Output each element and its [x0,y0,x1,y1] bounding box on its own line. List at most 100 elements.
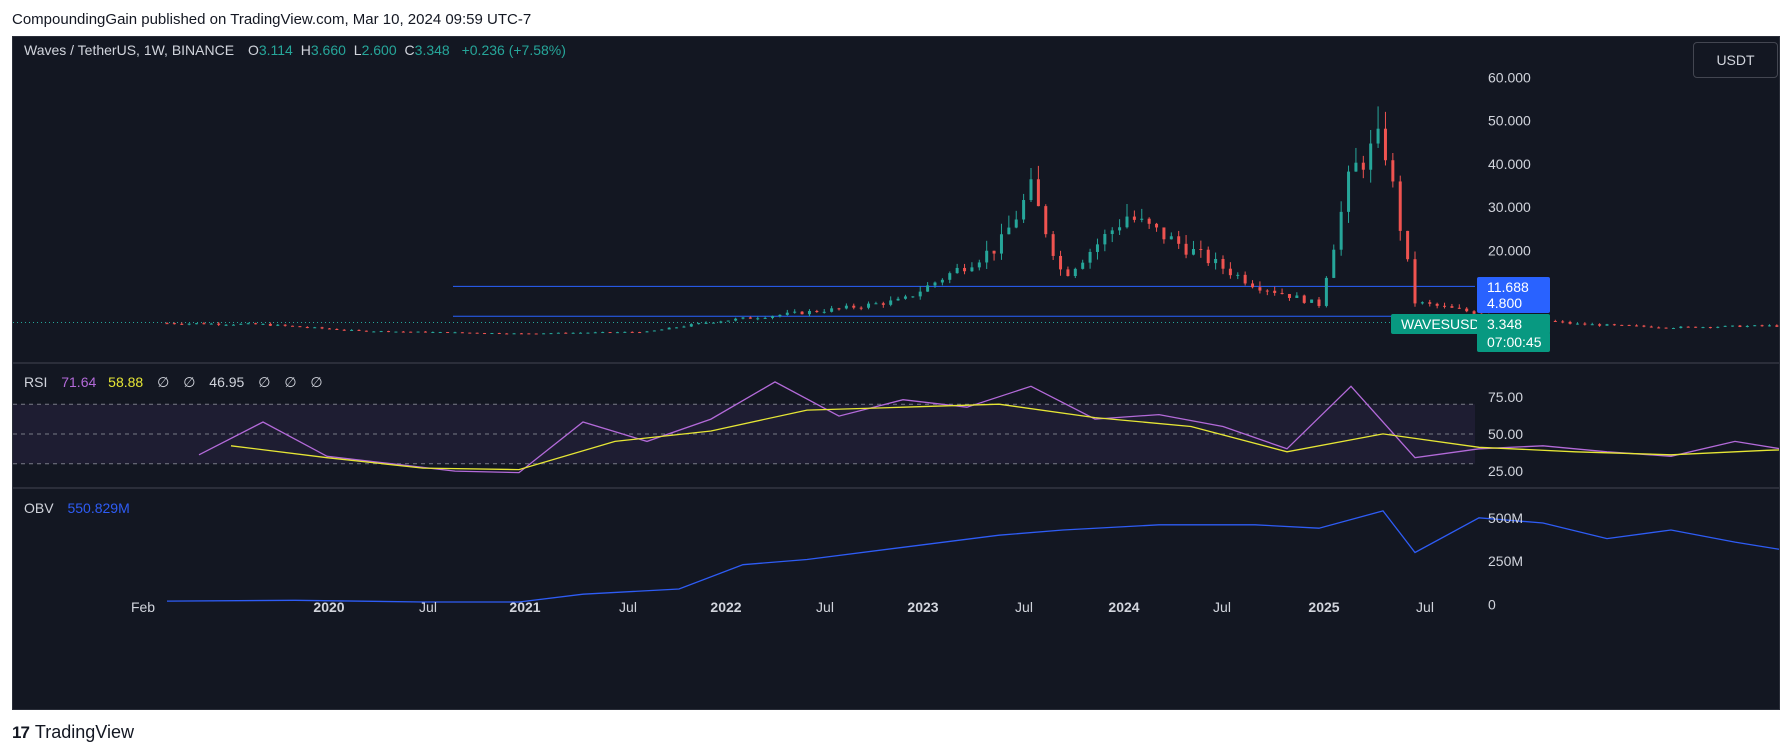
candle-body [881,303,885,305]
candle-body [1095,244,1099,252]
candle-body [615,332,619,334]
time-tick-label: Jul [619,599,637,615]
change-value: +0.236 (+7.58%) [461,42,566,58]
candle-body [1295,295,1299,298]
candle-body [372,331,376,333]
candle-body [490,333,494,335]
candle-body [254,323,258,325]
candle-body [830,308,834,312]
candle-body [1132,216,1136,220]
level-tag-upper: 11.688 [1477,277,1550,297]
candle-body [342,329,346,331]
obv-line [166,510,1779,603]
rsi-pane [13,381,1779,474]
candle-body [1568,321,1572,324]
candle-body [1383,128,1387,161]
candle-body [1701,327,1705,329]
candle-body [1738,325,1742,327]
candle-body [217,323,221,325]
candle-body [815,310,819,313]
obv-pane [166,510,1779,603]
candle-body [1324,277,1328,306]
candle-body [1273,290,1277,293]
candle-body [1561,321,1565,323]
candle-body [1686,326,1690,328]
obv-tick-label: 250M [1488,553,1523,569]
candle-body [1612,324,1616,326]
candle-body [549,333,553,335]
candle-body [1428,302,1432,304]
candle-body [313,327,317,329]
candle-body [1059,255,1063,270]
candle-body [593,332,597,334]
candle-body [1184,243,1188,255]
candle-body [1767,325,1771,327]
rsi-tick-label: 50.00 [1488,426,1523,442]
tradingview-brand: TradingView [34,722,134,742]
candle-body [579,332,583,334]
candle-body [187,323,191,325]
candle-body [1073,268,1077,277]
open-value: 3.114 [258,42,293,58]
candle-body [1310,299,1314,303]
high-label: H [300,42,311,58]
candle-body [231,324,235,326]
candle-body [1103,234,1107,245]
candle-body [778,314,782,317]
candle-body [726,320,730,322]
candle-body [889,300,893,305]
candle-body [1657,327,1661,329]
candle-body [519,333,523,335]
candle-body [409,331,413,333]
candle-body [652,330,656,332]
currency-button[interactable]: USDT [1693,42,1778,78]
candle-body [793,311,797,313]
candle-body [785,312,789,315]
candle-body [446,332,450,334]
tradingview-logo[interactable]: 17 TradingView [12,722,134,743]
axes: 60.00050.00040.00030.00020.00075.0050.00… [13,69,1779,615]
time-tick-label: 2025 [1308,599,1339,615]
chart-frame[interactable]: 60.000 50.000 40.000 30.000 20.000 75.00 50.00… [12,36,1780,710]
symbol-title: Waves / TetherUS, 1W, BINANCE [24,42,235,58]
time-tick-label: Jul [1015,599,1033,615]
time-tick-label: Jul [816,599,834,615]
candle-body [1413,259,1417,304]
candle-body [1169,236,1173,240]
candle-body [844,305,848,309]
candle-body [172,323,176,325]
candle-body [1317,299,1321,306]
candle-body [1642,325,1646,327]
candle-body [734,318,738,321]
candle-body [1125,216,1129,228]
candle-body [667,327,671,330]
candle-body [756,318,760,320]
candle-body [1214,258,1218,264]
candle-body [940,279,944,283]
candle-body [660,329,664,331]
rsi-empty-3: ∅ [258,374,271,390]
candle-body [1014,219,1018,228]
symbol-tag: WAVESUSDT [1391,314,1499,334]
candle-body [512,333,516,335]
candle-body [1287,294,1291,298]
candle-body [601,332,605,334]
candle-body [556,332,560,334]
candle-body [387,331,391,333]
chart-canvas[interactable]: 60.00050.00040.00030.00020.00075.0050.00… [13,37,1779,709]
candle-body [364,330,368,332]
time-tick-label: Jul [1416,599,1434,615]
time-tick-label: 2022 [710,599,741,615]
candle-body [1332,249,1336,278]
candle-body [1088,251,1092,263]
candle-body [1022,200,1026,220]
candle-body [1347,171,1351,212]
last-price-tag: 3.348 [1477,314,1550,334]
candle-body [867,303,871,308]
price-tick-label: 40.000 [1488,156,1531,172]
candle-body [1147,218,1151,224]
candle-body [711,322,715,324]
candle-body [1420,302,1424,304]
level-tag-lower: 4.800 [1477,293,1550,313]
rsi-divergence-value: 46.95 [209,374,245,390]
